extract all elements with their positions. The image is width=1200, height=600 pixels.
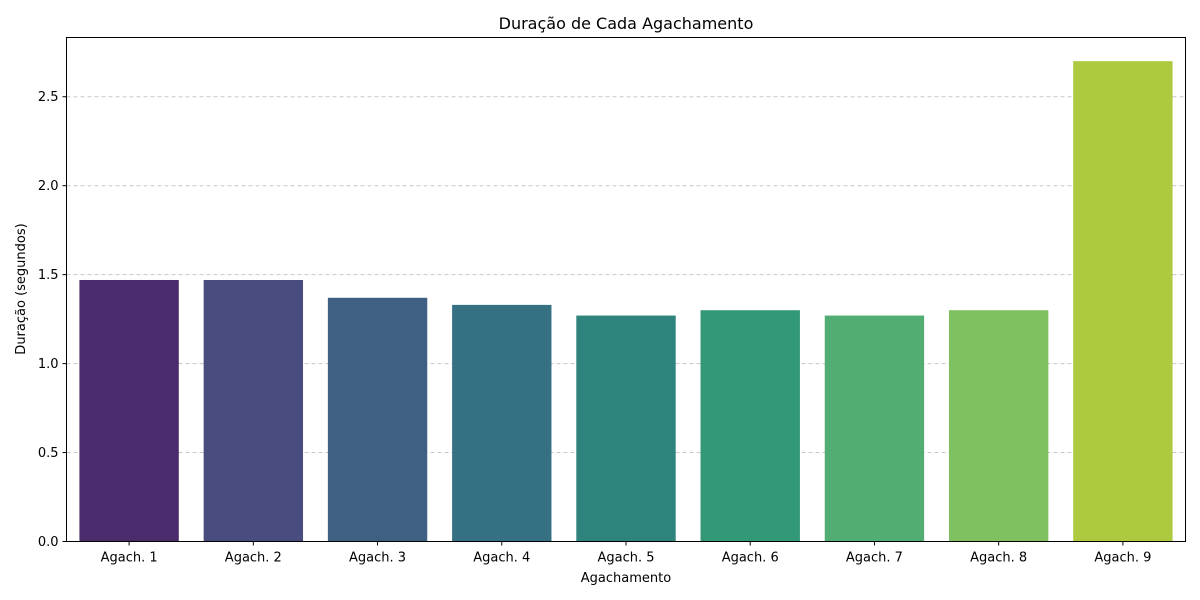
bar bbox=[1073, 61, 1173, 542]
x-tick-label: Agach. 5 bbox=[597, 551, 654, 566]
x-tick-label: Agach. 3 bbox=[349, 551, 406, 566]
bar bbox=[700, 310, 800, 542]
x-tick-label: Agach. 9 bbox=[1094, 551, 1151, 566]
bar bbox=[79, 279, 179, 542]
y-axis-label: Duração (segundos) bbox=[14, 223, 29, 354]
chart-title: Duração de Cada Agachamento bbox=[499, 14, 754, 33]
x-tick-label: Agach. 6 bbox=[722, 551, 779, 566]
bar bbox=[452, 304, 552, 542]
x-tick-label: Agach. 4 bbox=[473, 551, 530, 566]
x-axis-ticks: Agach. 1 Agach. 2 Agach. 3 Agach. 4 Agach. 5… bbox=[101, 541, 1151, 566]
bar bbox=[948, 310, 1049, 542]
bar bbox=[824, 315, 925, 542]
bar bbox=[203, 279, 304, 542]
y-tick-label: 1.0 bbox=[38, 357, 59, 372]
x-axis-label: Agachamento bbox=[581, 571, 671, 586]
bar bbox=[576, 315, 676, 542]
plot-frame bbox=[66, 37, 1186, 542]
y-tick-label: 1.5 bbox=[38, 268, 59, 283]
x-tick-label: Agach. 1 bbox=[101, 551, 158, 566]
x-tick-label: Agach. 8 bbox=[970, 551, 1027, 566]
x-tick-label: Agach. 2 bbox=[225, 551, 282, 566]
y-tick-label: 2.0 bbox=[38, 179, 59, 194]
y-tick-label: 0.0 bbox=[38, 535, 59, 550]
y-tick-label: 2.5 bbox=[38, 90, 59, 105]
x-tick-label: Agach. 7 bbox=[846, 551, 903, 566]
bars bbox=[79, 61, 1173, 542]
bar bbox=[327, 297, 428, 542]
y-axis-ticks: 0.0 0.5 1.0 1.5 2.0 2.5 bbox=[38, 90, 67, 550]
y-tick-label: 0.5 bbox=[38, 446, 59, 461]
